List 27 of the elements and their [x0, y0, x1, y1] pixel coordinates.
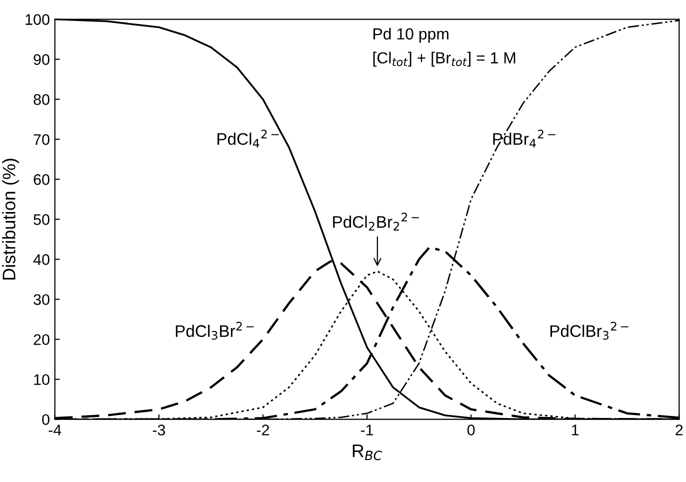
series-label: PdCl$_{4}$$^{2−}$ — [218, 130, 279, 148]
y-tick-label: 100 — [26, 14, 50, 25]
y-tick-label: 80 — [34, 94, 50, 105]
x-tick-label: -4 — [48, 424, 62, 436]
y-tick-label: 70 — [34, 134, 50, 145]
series-label: PdBr$_{4}$$^{2−}$ — [493, 130, 556, 148]
x-tick-label: 0 — [467, 424, 475, 436]
series-label: PdCl$_{3}$Br$^{2−}$ — [176, 322, 254, 340]
y-tick-label: 50 — [34, 214, 50, 225]
y-tick-label: 30 — [34, 294, 50, 306]
x-axis-title: R$_{BC}$ — [352, 444, 382, 460]
y-tick-label: 40 — [33, 254, 50, 265]
series-label: PdClBr$_{3}$$^{2−}$ — [550, 322, 628, 340]
x-tick-label: -1 — [360, 424, 374, 436]
y-tick-label: 10 — [34, 374, 50, 386]
annotation: [Cl$_{tot}$] + [Br$_{tot}$] = 1 M — [373, 52, 516, 67]
x-tick-label: -3 — [152, 424, 166, 436]
x-tick-label: -2 — [256, 424, 269, 436]
x-tick-label: 1 — [572, 424, 579, 436]
y-axis-title: Distribution (%) — [2, 158, 19, 280]
y-tick-label: 20 — [34, 334, 50, 346]
text: PdCl$_{2}$Br$_{2}$$^{2−}$ — [333, 212, 420, 230]
y-tick-label: 90 — [34, 54, 50, 65]
x-tick-label: 2 — [676, 424, 683, 436]
y-tick-label: 0 — [42, 414, 50, 426]
y-tick-label: 60 — [34, 174, 50, 185]
annotation: Pd 10 ppm — [374, 28, 448, 43]
